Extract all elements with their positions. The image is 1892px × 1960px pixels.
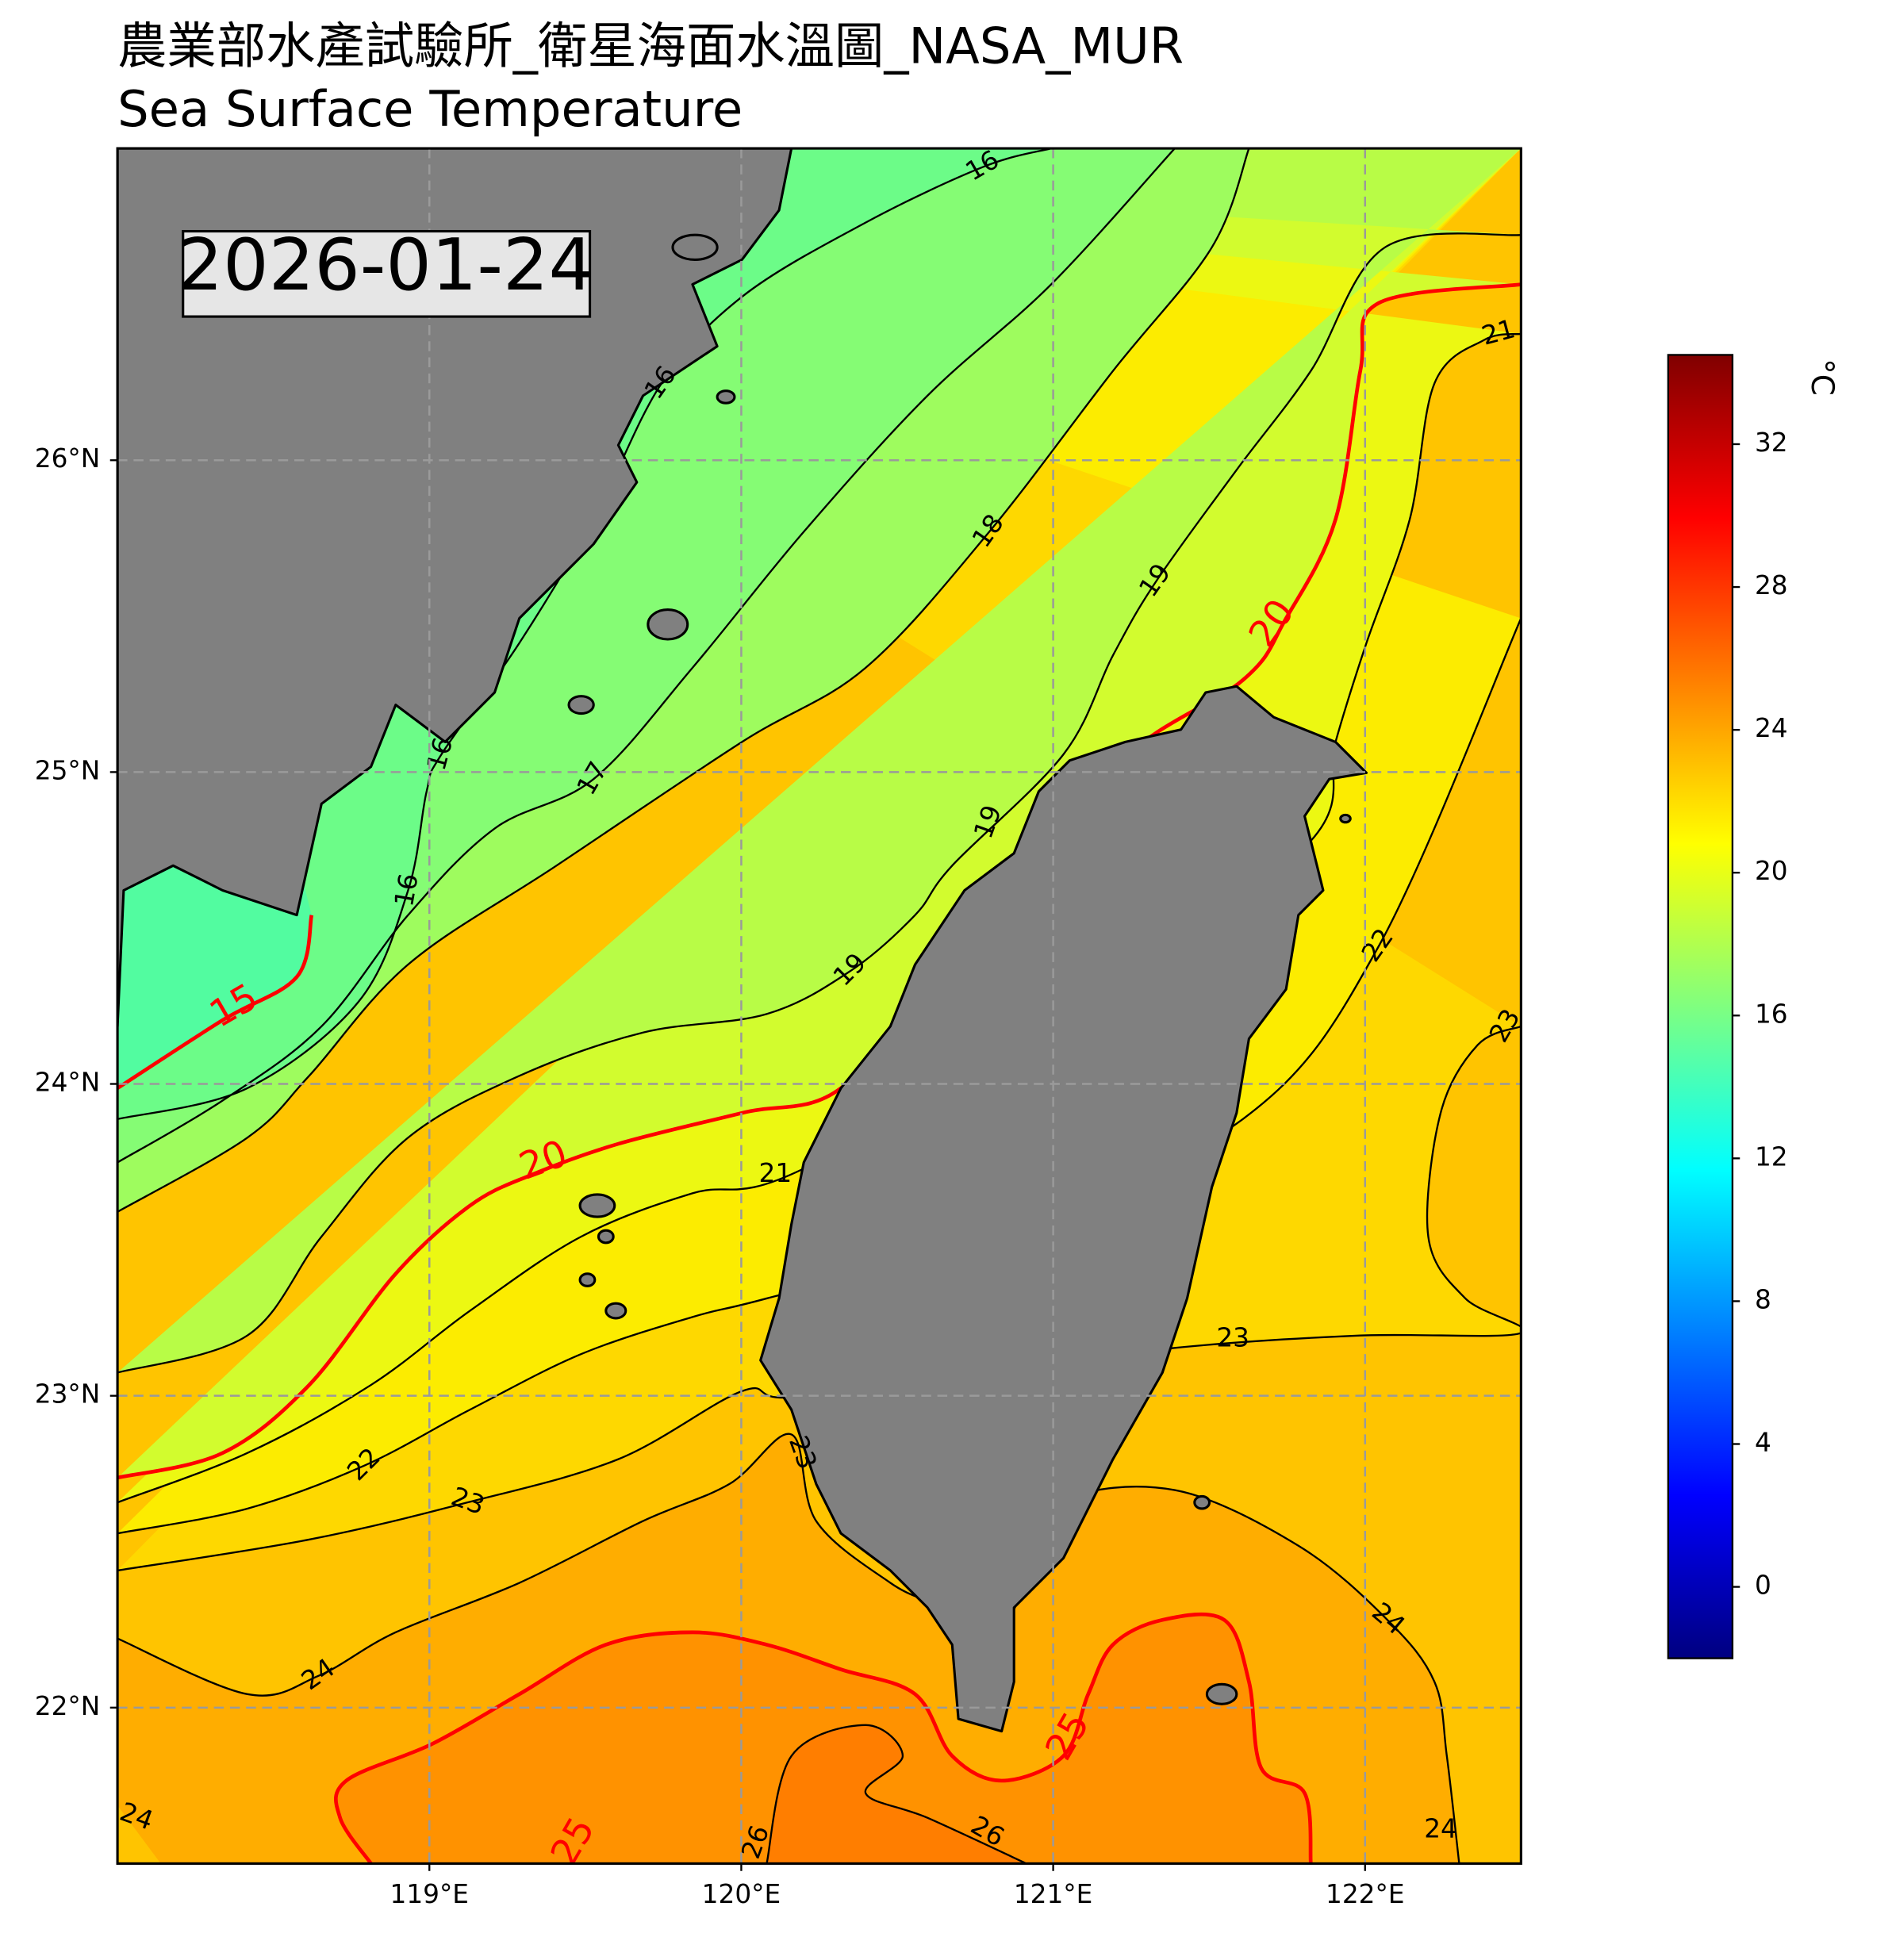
subtitle: Sea Surface Temperature xyxy=(117,80,743,138)
island xyxy=(671,233,719,261)
colorbar-tick-label: 4 xyxy=(1755,1427,1771,1457)
island xyxy=(578,1193,616,1218)
isotherm-region xyxy=(117,148,1522,1373)
isotherm-line xyxy=(117,1433,1460,1864)
y-tick-label: 25°N xyxy=(35,755,100,785)
colorbar-tick-label: 8 xyxy=(1755,1284,1771,1314)
colorbar-tick-label: 20 xyxy=(1755,856,1788,886)
island xyxy=(1193,1494,1211,1510)
date-box xyxy=(182,229,592,318)
island xyxy=(1339,813,1352,824)
island xyxy=(647,608,689,641)
colorbar-tick-label: 16 xyxy=(1755,999,1788,1029)
island xyxy=(597,1229,615,1245)
land-taiwan xyxy=(759,685,1368,1733)
y-tick-label: 22°N xyxy=(35,1691,100,1721)
y-tick-label: 24°N xyxy=(35,1068,100,1098)
isotherm-line xyxy=(117,618,1522,1535)
island xyxy=(567,695,595,715)
map-overlay: 119°E 120°E 121°E 122°E 22°N 23°N 24°N 25°N 26°N xyxy=(35,443,1405,1909)
land-china xyxy=(117,148,793,1028)
isotherm-region xyxy=(766,1724,1027,1864)
y-tick-label: 23°N xyxy=(35,1379,100,1410)
date-label: 2026-01-24 xyxy=(178,224,594,307)
isotherm-line xyxy=(117,915,314,1090)
colorbar-tick-label: 28 xyxy=(1755,570,1788,600)
contour-label: 21 xyxy=(759,1158,792,1188)
x-tick-label: 119°E xyxy=(390,1879,469,1909)
x-tick-label: 120°E xyxy=(702,1879,781,1909)
island xyxy=(578,1272,597,1287)
title: 農業部水產試驗所_衛星海面水溫圖_NASA_MUR xyxy=(117,17,1184,75)
x-tick-label: 122°E xyxy=(1326,1879,1404,1909)
colorbar-label: °C xyxy=(1804,359,1840,396)
isotherm-line xyxy=(766,1724,1027,1864)
colorbar-tick-label: 24 xyxy=(1755,713,1788,743)
island xyxy=(1205,1682,1238,1705)
map-frame xyxy=(116,147,1522,1865)
map-area: 1616161617181919192020152121222223232323… xyxy=(117,148,1522,1864)
x-tick-label: 121°E xyxy=(1014,1879,1092,1909)
isotherm-line xyxy=(117,148,1176,1164)
island xyxy=(604,1302,627,1320)
isotherm-line xyxy=(334,1612,1313,1864)
isotherm-line xyxy=(117,148,1250,1213)
colorbar: 0 4 8 12 16 20 24 28 32 °C xyxy=(1667,354,1840,1659)
contour-label: 23 xyxy=(1216,1322,1249,1352)
island xyxy=(716,389,736,405)
contour-label: 24 xyxy=(1424,1813,1457,1843)
colorbar-tick-label: 32 xyxy=(1755,428,1788,458)
colorbar-tick-label: 0 xyxy=(1755,1571,1771,1601)
isotherm-line xyxy=(117,232,1522,1374)
colorbar-scale xyxy=(1667,354,1734,1659)
colorbar-tick-label: 12 xyxy=(1755,1141,1788,1172)
contour-label: 16 xyxy=(389,871,424,909)
isotherm-line xyxy=(117,148,1052,1121)
y-tick-label: 26°N xyxy=(35,443,100,474)
